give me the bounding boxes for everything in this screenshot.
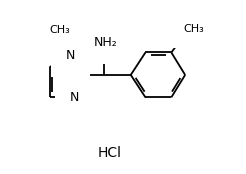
Text: NH₂: NH₂ (94, 36, 118, 49)
Text: CH₃: CH₃ (50, 25, 70, 35)
Text: N: N (66, 49, 75, 62)
Text: CH₃: CH₃ (184, 24, 204, 34)
Text: HCl: HCl (97, 147, 121, 160)
Text: N: N (70, 91, 79, 104)
